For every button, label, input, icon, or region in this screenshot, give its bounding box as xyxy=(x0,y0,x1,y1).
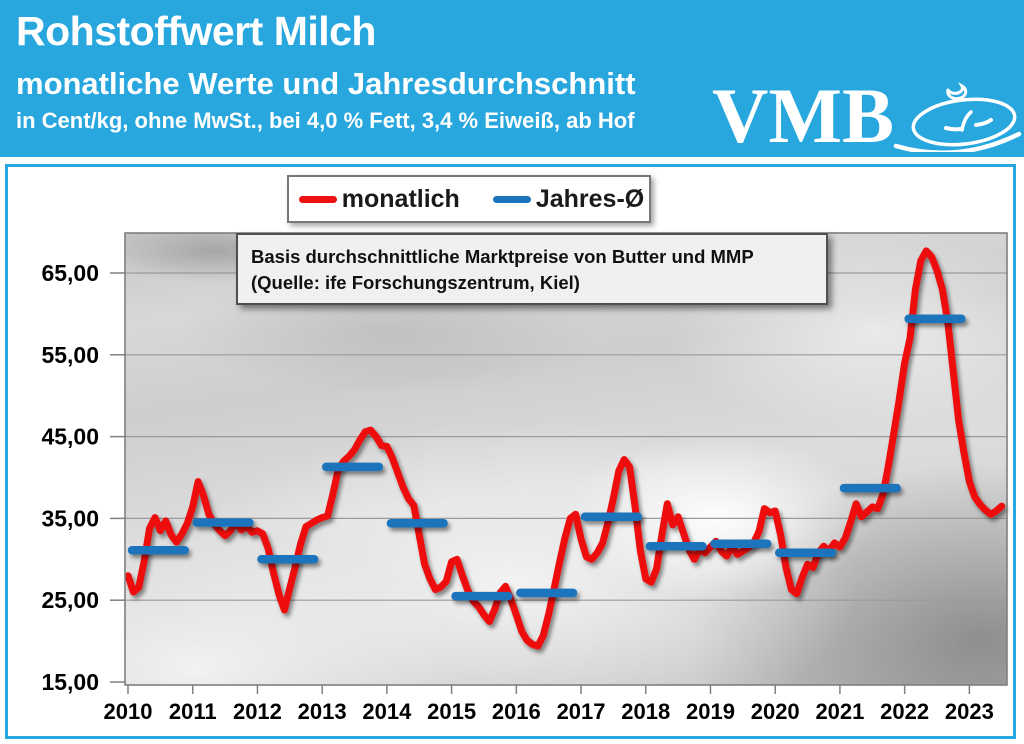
x-axis-label: 2020 xyxy=(751,699,800,724)
x-axis-label: 2016 xyxy=(492,699,541,724)
x-axis-label: 2015 xyxy=(427,699,476,724)
y-axis-label: 35,00 xyxy=(41,505,99,531)
annotation-line-2: (Quelle: ife Forschungszentrum, Kiel) xyxy=(251,272,580,293)
legend-monthly-entry: monatlich xyxy=(294,185,460,214)
x-axis-label: 2011 xyxy=(169,699,217,724)
x-axis-label: 2022 xyxy=(880,699,929,724)
annotation-line-1: Basis durchschnittliche Marktpreise von … xyxy=(251,246,754,267)
x-axis-label: 2014 xyxy=(362,699,412,724)
page-title: Rohstoffwert Milch xyxy=(16,8,376,54)
y-axis-label: 45,00 xyxy=(41,424,99,450)
x-axis-label: 2023 xyxy=(945,699,994,724)
monthly-series-line xyxy=(124,247,1006,650)
title-block: Rohstoffwert Milch monatliche Werte und … xyxy=(16,2,636,136)
page-subtitle: monatliche Werte und Jahresdurchschnitt xyxy=(16,66,636,101)
chart-legend: monatlich Jahres-Ø xyxy=(287,175,651,223)
yearly-average-segments xyxy=(127,314,966,601)
source-annotation-box: Basis durchschnittliche Marktpreise von … xyxy=(236,233,828,305)
x-axis-label: 2018 xyxy=(621,699,670,724)
x-axis-label: 2012 xyxy=(233,699,282,724)
x-axis-label: 2017 xyxy=(557,699,606,724)
legend-average-entry: Jahres-Ø xyxy=(488,185,644,214)
average-line-swatch-icon xyxy=(492,195,531,203)
y-axis-label: 65,00 xyxy=(41,260,99,286)
vmb-swirl-icon xyxy=(893,82,1022,152)
monthly-line-swatch-icon xyxy=(298,195,337,203)
y-axis-label: 55,00 xyxy=(41,342,99,368)
legend-monthly-label: monatlich xyxy=(341,184,460,213)
gridlines xyxy=(125,272,1007,601)
spec-line: in Cent/kg, ohne MwSt., bei 4,0 % Fett, … xyxy=(16,108,635,133)
x-axis-label: 2019 xyxy=(686,699,735,724)
header-band: Rohstoffwert Milch monatliche Werte und … xyxy=(0,0,1024,157)
x-axis-label: 2021 xyxy=(815,699,864,724)
x-axis-label: 2013 xyxy=(298,699,347,724)
plot-photo-background xyxy=(125,233,1007,685)
y-axis-label: 15,00 xyxy=(41,669,99,695)
vmb-logo-text: VMB xyxy=(712,72,894,159)
x-axis: 2010 2011 2012 2013 2014 2015 2016 2017 2018 2019… xyxy=(104,685,994,724)
x-axis-label: 2010 xyxy=(104,699,153,724)
legend-average-label: Jahres-Ø xyxy=(535,184,645,213)
y-axis-label: 25,00 xyxy=(41,587,99,613)
y-axis: 15,00 25,00 35,00 45,00 55,00 65,00 xyxy=(41,260,125,695)
